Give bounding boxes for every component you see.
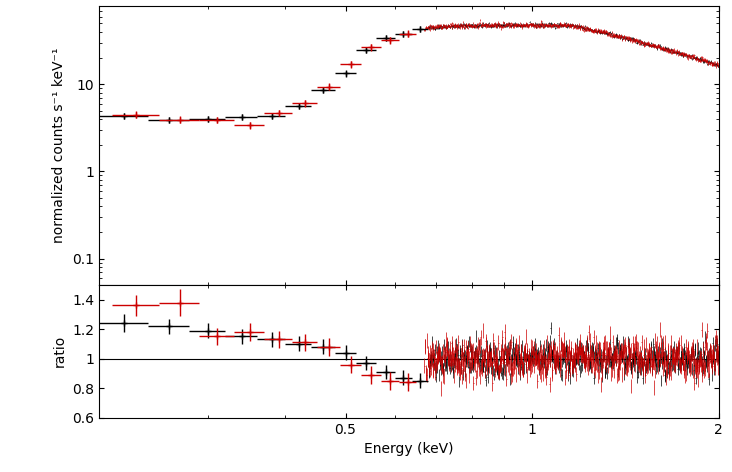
Y-axis label: normalized counts s⁻¹ keV⁻¹: normalized counts s⁻¹ keV⁻¹ (53, 48, 67, 243)
X-axis label: Energy (keV): Energy (keV) (364, 442, 454, 456)
Y-axis label: ratio: ratio (53, 335, 67, 367)
